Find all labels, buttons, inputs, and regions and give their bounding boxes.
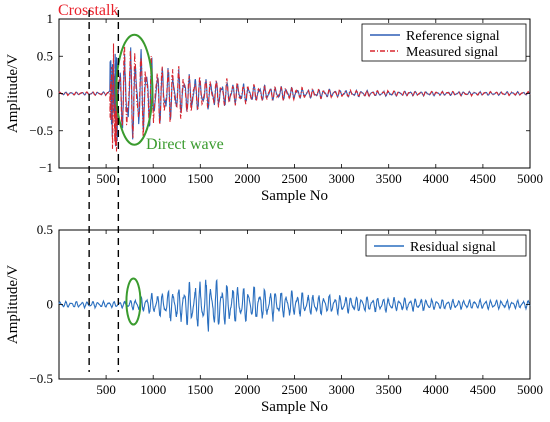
series-line xyxy=(58,43,531,152)
x-tick-label: 4500 xyxy=(470,171,496,186)
y-tick-label: 0.5 xyxy=(37,48,53,63)
crosstalk-annotation: Crosstalk xyxy=(58,2,118,19)
y-tick-label: −0.5 xyxy=(29,123,53,138)
top-series-layer xyxy=(58,43,531,152)
x-tick-label: 2500 xyxy=(282,382,308,397)
x-tick-label: 4500 xyxy=(470,382,496,397)
y-tick-label: 1 xyxy=(47,11,54,26)
bottom-series-layer xyxy=(58,278,531,332)
y-tick-label: −0.5 xyxy=(29,371,53,386)
x-tick-label: 4000 xyxy=(423,171,449,186)
x-tick-label: 4000 xyxy=(423,382,449,397)
x-tick-label: 500 xyxy=(96,382,116,397)
legend-label-measured: Measured signal xyxy=(406,45,498,60)
top-direct-wave-ellipse xyxy=(115,33,154,146)
legend-label-residual: Residual signal xyxy=(410,240,496,255)
x-tick-label: 1500 xyxy=(187,171,213,186)
y-tick-label: 0 xyxy=(47,297,54,312)
y-tick-label: 0 xyxy=(47,86,54,101)
x-tick-label: 500 xyxy=(96,171,116,186)
crosstalk-window-lines xyxy=(88,10,120,372)
bottom-y-axis-label: Amplitude/V xyxy=(5,265,21,344)
x-tick-label: 1500 xyxy=(187,382,213,397)
x-tick-label: 3000 xyxy=(329,171,355,186)
bottom-panel: 500 1000 1500 2000 2500 3000 3500 4000 4500 5000 −… xyxy=(5,222,543,415)
top-legend-box xyxy=(361,23,527,62)
direct-wave-annotation: Direct wave xyxy=(146,136,224,153)
y-tick-label: −1 xyxy=(39,160,53,175)
top-ticks-layer: 500 1000 1500 2000 2500 3000 3500 4000 4500 5000 −… xyxy=(29,11,543,186)
legend-label-reference: Reference signal xyxy=(406,29,500,44)
y-tick-label: 0.5 xyxy=(37,222,53,237)
bottom-legend: Residual signal xyxy=(365,234,527,257)
top-x-axis-label: Sample No xyxy=(261,188,328,204)
x-tick-label: 3500 xyxy=(376,382,402,397)
x-tick-label: 1000 xyxy=(140,382,166,397)
x-tick-label: 2000 xyxy=(234,382,260,397)
bottom-direct-wave-ellipse xyxy=(125,277,142,326)
top-y-axis-label: Amplitude/V xyxy=(5,54,21,133)
top-panel: 500 1000 1500 2000 2500 3000 3500 4000 4500 5000 −… xyxy=(5,2,543,204)
x-tick-label: 3000 xyxy=(329,382,355,397)
x-tick-label: 5000 xyxy=(517,171,543,186)
bottom-x-axis-label: Sample No xyxy=(261,399,328,415)
x-tick-label: 5000 xyxy=(517,382,543,397)
bottom-legend-box xyxy=(365,234,527,257)
x-tick-label: 1000 xyxy=(140,171,166,186)
bottom-ticks-layer: 500 1000 1500 2000 2500 3000 3500 4000 4500 5000 −… xyxy=(29,222,543,397)
x-tick-label: 3500 xyxy=(376,171,402,186)
top-legend: Reference signal Measured signal xyxy=(361,23,527,62)
x-tick-label: 2000 xyxy=(234,171,260,186)
x-tick-label: 2500 xyxy=(282,171,308,186)
series-line xyxy=(58,278,531,332)
